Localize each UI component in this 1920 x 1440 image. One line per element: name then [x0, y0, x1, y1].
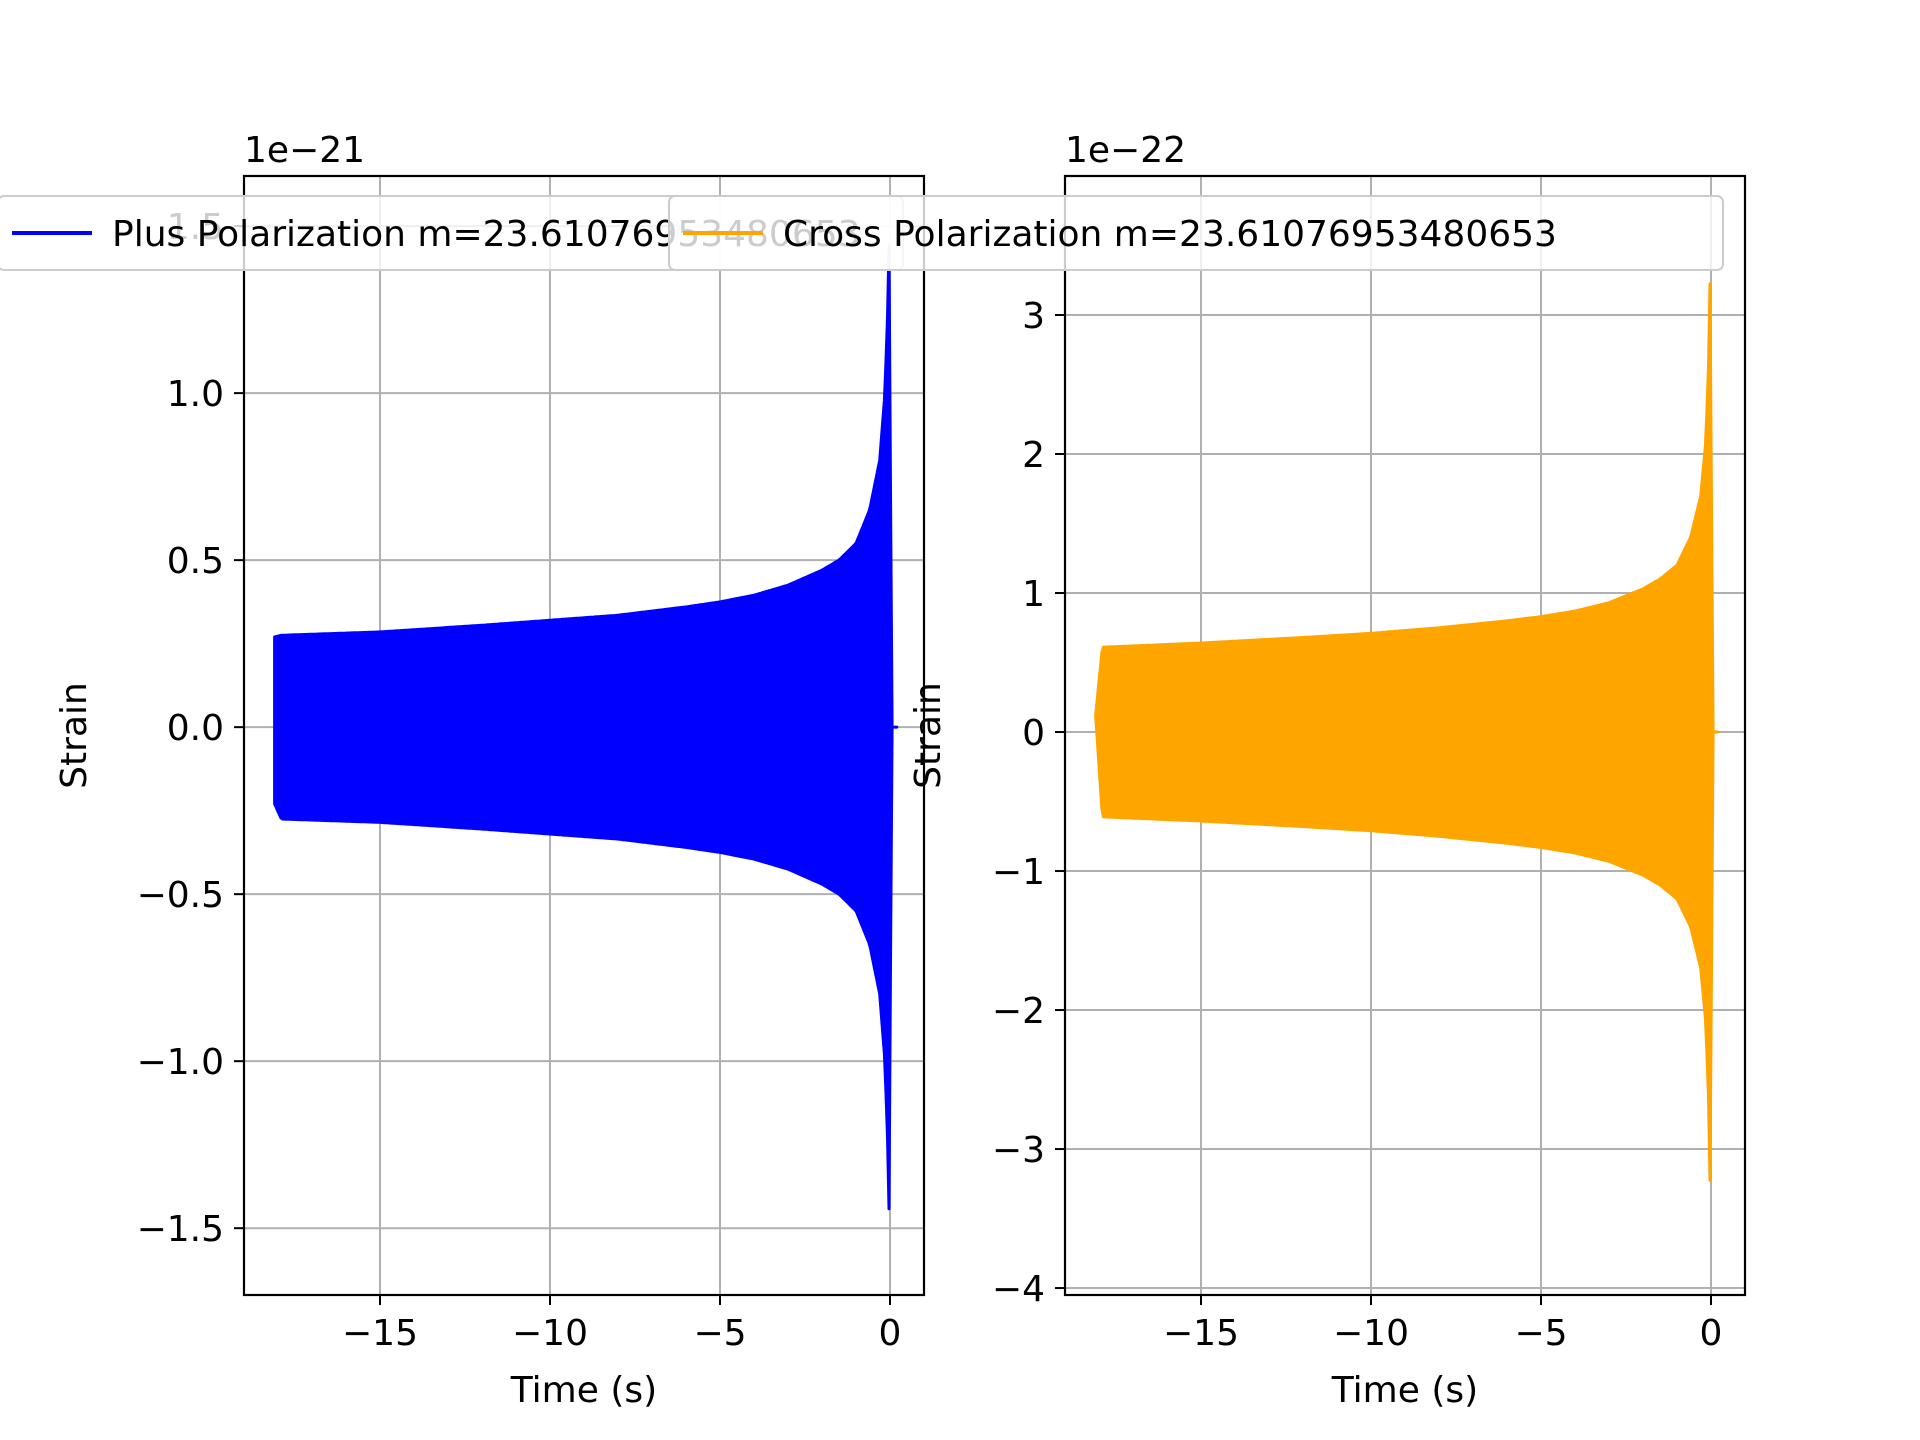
legend-label: Cross Polarization m=23.61076953480653: [783, 214, 1557, 255]
y-tick-label: 3: [1022, 296, 1045, 337]
waveform-fill: [1094, 282, 1720, 1182]
x-tick-label: 0: [879, 1313, 902, 1354]
x-axis-label: Time (s): [510, 1370, 657, 1411]
x-tick-label: −15: [1163, 1313, 1239, 1354]
y-tick-label: 1: [1022, 574, 1045, 615]
y-axis-ticks: −4 −3 −2 −1 0 1 2 3: [992, 296, 1065, 1310]
cross-polarization-waveform: [1094, 282, 1720, 1182]
x-tick-label: 0: [1700, 1313, 1723, 1354]
x-tick-label: −5: [693, 1313, 746, 1354]
cross-polarization-legend: Cross Polarization m=23.61076953480653: [668, 195, 1724, 271]
x-tick-label: −15: [342, 1313, 418, 1354]
legend-box: [668, 195, 1724, 271]
y-offset-text: 1e−21: [244, 130, 365, 171]
y-tick-label: 0.5: [167, 541, 224, 582]
axes-frame: [1063, 174, 1747, 1297]
waveform-fill: [273, 244, 899, 1211]
plus-polarization-waveform: [273, 244, 899, 1211]
axes-frame: [242, 174, 926, 1297]
x-axis-ticks: −15 −10 −5 0: [1163, 1295, 1722, 1354]
x-tick-label: −10: [1333, 1313, 1409, 1354]
y-axis-label: Strain: [908, 682, 949, 789]
y-tick-label: 1.0: [167, 374, 224, 415]
y-tick-label: 0.0: [167, 708, 224, 749]
y-tick-label: −3: [992, 1130, 1045, 1171]
y-tick-label: −4: [992, 1269, 1045, 1310]
x-axis-ticks: −15 −10 −5 0: [342, 1295, 901, 1354]
x-axis-label: Time (s): [1331, 1370, 1478, 1411]
y-tick-label: −1.5: [137, 1209, 224, 1250]
y-offset-text: 1e−22: [1065, 130, 1186, 171]
x-tick-label: −10: [512, 1313, 588, 1354]
y-axis-ticks: −1.5−1.0−0.50.00.51.01.5: [137, 207, 244, 1250]
x-tick-label: −5: [1514, 1313, 1567, 1354]
y-tick-label: −1.0: [137, 1042, 224, 1083]
y-tick-label: 0: [1022, 713, 1045, 754]
y-tick-label: −1: [992, 852, 1045, 893]
y-axis-label: Strain: [54, 682, 95, 789]
y-tick-label: −2: [992, 991, 1045, 1032]
y-tick-label: −0.5: [137, 875, 224, 916]
y-tick-label: 2: [1022, 435, 1045, 476]
